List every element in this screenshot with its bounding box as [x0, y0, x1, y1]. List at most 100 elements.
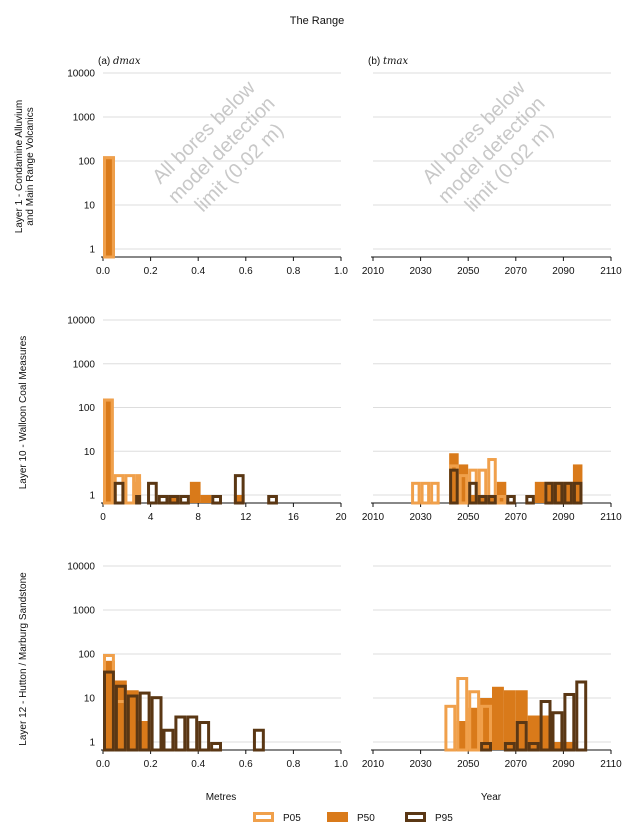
- bar-p95: [515, 721, 528, 752]
- bar-p50: [103, 398, 114, 503]
- bar-p50: [168, 495, 180, 503]
- bar-p05: [411, 481, 421, 505]
- x-tick-label: 2050: [457, 512, 480, 523]
- bar-p05: [103, 156, 115, 259]
- x-tick-label: 0.4: [191, 759, 205, 770]
- bar-p95: [179, 495, 190, 505]
- bar-p95: [539, 700, 552, 752]
- bar-p95: [544, 481, 554, 505]
- x-tick-label: 2030: [409, 759, 432, 770]
- bar-p50: [544, 481, 554, 503]
- y-tick-label: 1000: [73, 113, 96, 124]
- x-tick-label: 2050: [457, 266, 480, 277]
- bar-p50: [553, 481, 564, 503]
- y-tick-label: 1: [89, 491, 95, 502]
- x-tick-label: 2110: [600, 266, 622, 277]
- row-label-2: Layer 10 - Walloon Coal Measures: [18, 336, 29, 490]
- x-label-metres: Metres: [206, 792, 237, 803]
- legend-swatch-p50: [327, 812, 348, 822]
- bar-p95: [174, 715, 187, 752]
- bar-p05: [124, 474, 136, 505]
- row-label-line: and Main Range Volcanics: [25, 107, 36, 225]
- y-tick-label: 1: [89, 245, 95, 256]
- y-tick-label: 10000: [67, 69, 95, 80]
- panel-title: (b) tmax: [368, 56, 408, 67]
- y-tick-label: 10: [84, 201, 96, 212]
- bar-p50: [456, 721, 469, 750]
- bar-p50: [503, 690, 516, 750]
- x-tick-label: 0.6: [239, 759, 253, 770]
- bar-p50: [138, 721, 151, 750]
- bar-p95: [449, 468, 459, 505]
- x-tick-label: 1.0: [334, 266, 348, 277]
- bar-p50: [487, 495, 497, 503]
- bar-p95: [210, 742, 223, 752]
- bar-p50: [492, 686, 504, 750]
- bar-p95: [525, 495, 535, 505]
- x-tick-label: 0.8: [286, 266, 300, 277]
- panel-title-var: dmax: [113, 56, 141, 67]
- row-label-line: Layer 12 - Hutton / Marburg Sandstone: [18, 572, 29, 746]
- bar-p95: [135, 495, 142, 505]
- row-labels: Layer 1 - Condamine Alluvium and Main Ran…: [14, 100, 36, 746]
- bar-p05: [444, 704, 457, 752]
- bar-p50: [563, 742, 576, 750]
- bar-p95: [198, 721, 211, 752]
- x-tick-label: 2070: [505, 512, 528, 523]
- bar-p95: [186, 715, 199, 752]
- x-tick-label: 0.0: [96, 759, 110, 770]
- y-tick-label: 1000: [73, 359, 96, 370]
- bar-p50: [189, 481, 201, 503]
- x-tick-label: 1.0: [334, 759, 348, 770]
- y-tick-label: 100: [78, 157, 95, 168]
- x-tick-label: 2090: [552, 759, 575, 770]
- bar-p95: [252, 728, 265, 752]
- x-tick-label: 12: [240, 512, 252, 523]
- x-tick-label: 16: [288, 512, 300, 523]
- bar-p05: [103, 398, 114, 505]
- bar-p05: [458, 474, 469, 505]
- panel-5: 1 10 100 1000 10000 0.0 0.2 0.4 0.6 0.8 1.0: [67, 562, 348, 771]
- bar-p50: [103, 660, 115, 750]
- y-tick-label: 1000: [73, 606, 96, 617]
- y-tick-label: 10: [84, 694, 96, 705]
- bar-p50: [527, 715, 540, 750]
- bar-p95: [113, 481, 125, 505]
- legend-label-p50: P50: [357, 813, 375, 824]
- x-tick-label: 0.4: [191, 266, 205, 277]
- legend-swatch-p95: [405, 812, 426, 822]
- bar-p95: [126, 694, 139, 752]
- x-tick-label: 0.6: [239, 266, 253, 277]
- x-tick-label: 0: [100, 512, 106, 523]
- bar-p50: [551, 742, 564, 750]
- bar-p50: [449, 453, 459, 503]
- x-tick-label: 4: [148, 512, 154, 523]
- x-tick-label: 0.2: [144, 266, 158, 277]
- bar-p95: [551, 711, 564, 752]
- panel-3: 1 10 100 1000 10000 0 4 8 12 16 20: [67, 316, 347, 524]
- bar-p50: [126, 690, 139, 750]
- x-label-year: Year: [481, 792, 502, 803]
- bar-p50: [468, 707, 481, 750]
- panel-6: 2010 2030 2050 2070 2090 2110: [362, 565, 622, 770]
- y-tick-label: 10000: [67, 562, 95, 573]
- bar-p95: [267, 495, 278, 505]
- x-tick-label: 2090: [552, 512, 575, 523]
- bar-p95: [553, 481, 564, 505]
- x-tick-label: 0.8: [286, 759, 300, 770]
- bar-p95: [138, 691, 151, 752]
- x-tick-label: 0.0: [96, 266, 110, 277]
- y-tick-label: 100: [78, 650, 95, 661]
- legend-swatch-p05: [253, 812, 274, 822]
- panel-4: 2010 2030 2050 2070 2090 2110: [362, 319, 622, 523]
- row-label-1: Layer 1 - Condamine Alluvium and Main Ran…: [14, 100, 36, 233]
- row-label-3: Layer 12 - Hutton / Marburg Sandstone: [18, 572, 29, 746]
- x-tick-label: 2030: [409, 512, 432, 523]
- x-tick-label: 2030: [409, 266, 432, 277]
- bar-p95: [477, 495, 488, 505]
- bar-p50: [233, 495, 245, 503]
